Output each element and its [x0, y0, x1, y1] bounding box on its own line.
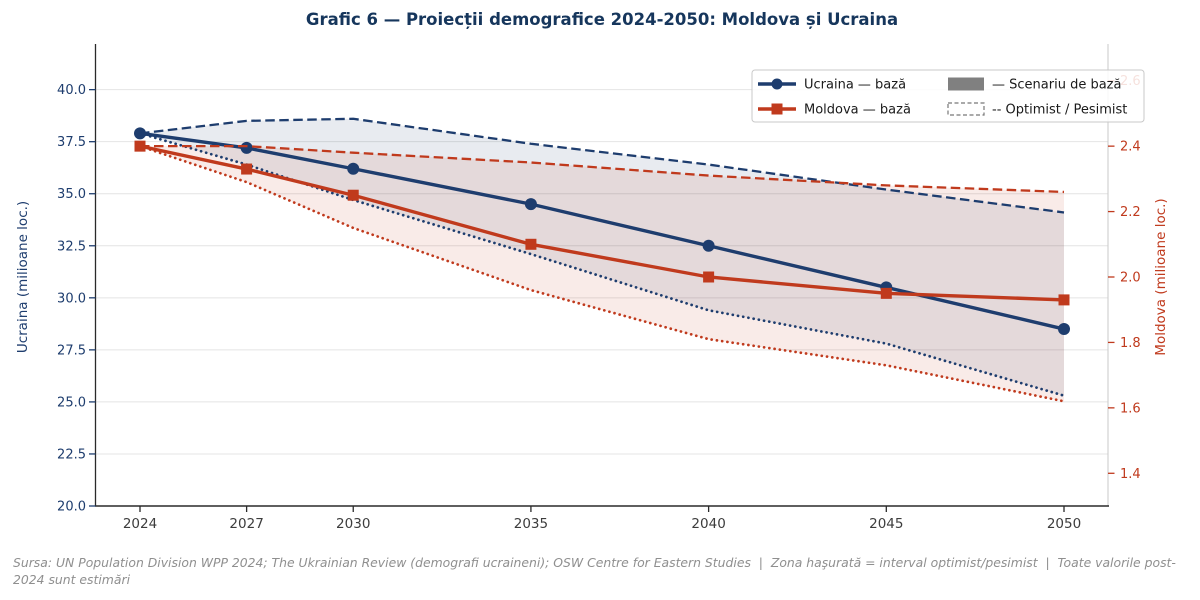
gridlines: [96, 89, 1108, 455]
scenario-bands: [140, 118, 1064, 402]
band-moldova: [140, 146, 1064, 402]
left-tick-label: 40.0: [57, 83, 86, 98]
moldova-baza-marker: [525, 238, 537, 250]
ucraina-baza-marker: [347, 162, 360, 175]
x-tick-label: 2040: [691, 516, 725, 532]
legend-label-ukraine: Ucraina — bază: [804, 78, 906, 93]
source-note: Sursa: UN Population Division WPP 2024; …: [13, 555, 1176, 587]
legend-ukraine-marker: [771, 78, 783, 90]
moldova-optimist-line: [140, 144, 1065, 194]
legend-label-base-scenario: — Scenariu de bază: [992, 78, 1121, 93]
right-tick-label: 2.4: [1120, 140, 1141, 155]
chart-title: Grafic 6 — Proiecții demografice 2024-20…: [306, 10, 898, 29]
right-tick-label: 1.4: [1120, 467, 1141, 482]
right-axis-ticks: 2.62.42.22.01.81.61.4: [1108, 74, 1141, 482]
right-tick-label: 2.0: [1120, 271, 1141, 286]
moldova-baza-marker: [880, 287, 892, 299]
x-tick-label: 2045: [869, 516, 903, 532]
left-tick-label: 27.5: [57, 343, 86, 358]
chart-canvas: 40.037.535.032.530.027.525.022.520.0 2.6…: [15, 10, 1169, 532]
right-tick-label: 2.2: [1120, 205, 1141, 220]
right-tick-label: 1.6: [1120, 401, 1141, 416]
left-axis-ticks: 40.0 37.5 35.0 32.5 30.0 27.5 25.0 22.5 20.0: [57, 83, 96, 515]
left-tick-label: 35.0: [57, 187, 86, 202]
moldova-baza-marker: [1058, 294, 1070, 306]
ucraina-baza-marker: [702, 239, 715, 252]
x-tick-label: 2027: [229, 516, 263, 532]
ucraina-baza-marker: [1058, 323, 1070, 336]
left-tick-label: 32.5: [57, 239, 86, 254]
y-right-axis-title: Moldova (milioane loc.): [1153, 198, 1169, 355]
legend-optimist-pesimist-swatch: [947, 102, 985, 116]
left-tick-label: 20.0: [57, 500, 86, 515]
x-tick-label: 2050: [1047, 516, 1081, 532]
ucraina-optimist-line: [139, 117, 1065, 214]
series-lines: [134, 117, 1070, 403]
moldova-pesimist-line: [138, 144, 1066, 403]
left-tick-label: 30.0: [57, 291, 86, 306]
legend: Ucraina — bază — Scenariu de bază Moldov…: [751, 69, 1145, 123]
legend-base-scenario-swatch: [948, 77, 984, 91]
moldova-baza-marker: [703, 271, 715, 283]
ucraina-baza-marker: [240, 141, 253, 154]
left-tick-label: 25.0: [57, 395, 86, 410]
x-axis-ticks: 2024 2027 2030 2035 2040 2045 2050: [123, 506, 1081, 532]
legend-box: [751, 69, 1145, 123]
left-tick-label: 22.5: [57, 447, 86, 462]
y-left-axis-title: Ucraina (milioane loc.): [15, 201, 31, 353]
left-tick-label: 37.5: [57, 135, 86, 150]
ucraina-baza-marker: [524, 198, 537, 211]
legend-label-moldova: Moldova — bază: [804, 103, 911, 118]
x-tick-label: 2035: [514, 516, 548, 532]
moldova-baza-marker: [241, 163, 253, 175]
x-tick-label: 2024: [123, 516, 157, 532]
right-tick-label: 1.8: [1120, 336, 1141, 351]
x-tick-label: 2030: [336, 516, 370, 532]
legend-label-optimist-pesimist: -- Optimist / Pesimist: [992, 103, 1127, 118]
legend-moldova-marker: [771, 103, 783, 115]
moldova-baza-marker: [347, 189, 359, 201]
